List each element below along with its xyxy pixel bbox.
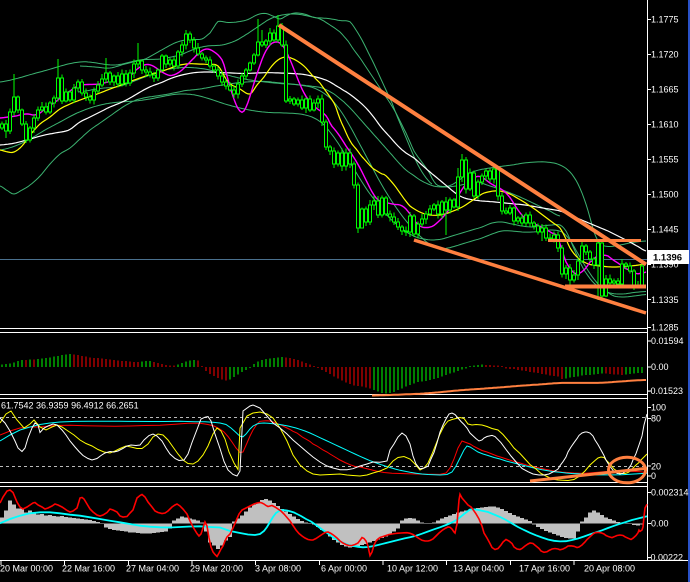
svg-text:-0.01523: -0.01523: [648, 386, 684, 396]
svg-text:20 Mar 00:00: 20 Mar 00:00: [0, 564, 53, 574]
svg-text:10 Apr 12:00: 10 Apr 12:00: [387, 564, 438, 574]
svg-text:0.00: 0.00: [651, 362, 669, 372]
svg-text:80: 80: [651, 414, 661, 424]
svg-text:61.7542 36.9359 96.4912 66.265: 61.7542 36.9359 96.4912 66.2651: [1, 401, 139, 411]
svg-text:1.1720: 1.1720: [651, 50, 679, 60]
svg-text:1.1335: 1.1335: [651, 295, 679, 305]
svg-text:0.002314: 0.002314: [651, 488, 689, 498]
svg-text:22 Mar 16:00: 22 Mar 16:00: [62, 564, 115, 574]
svg-text:-0.00222: -0.00222: [648, 553, 684, 563]
svg-text:20 Apr 08:00: 20 Apr 08:00: [584, 564, 635, 574]
svg-text:0.00: 0.00: [651, 519, 669, 529]
svg-text:100: 100: [651, 403, 666, 413]
svg-text:1.1775: 1.1775: [651, 15, 679, 25]
svg-text:0: 0: [651, 471, 656, 481]
svg-text:13 Apr 04:00: 13 Apr 04:00: [453, 564, 504, 574]
svg-text:1.1555: 1.1555: [651, 155, 679, 165]
svg-text:6 Apr 00:00: 6 Apr 00:00: [321, 564, 367, 574]
svg-text:3 Apr 08:00: 3 Apr 08:00: [255, 564, 301, 574]
svg-text:0.01594: 0.01594: [651, 336, 684, 346]
svg-text:1.1285: 1.1285: [651, 323, 679, 333]
svg-text:29 Mar 20:00: 29 Mar 20:00: [190, 564, 243, 574]
svg-text:1.1445: 1.1445: [651, 225, 679, 235]
svg-text:1.1610: 1.1610: [651, 120, 679, 130]
svg-text:17 Apr 16:00: 17 Apr 16:00: [519, 564, 570, 574]
svg-text:1.1390: 1.1390: [651, 260, 679, 270]
svg-text:1.1500: 1.1500: [651, 190, 679, 200]
svg-text:27 Mar 04:00: 27 Mar 04:00: [126, 564, 179, 574]
svg-text:1.1396: 1.1396: [653, 253, 682, 264]
svg-text:1.1665: 1.1665: [651, 85, 679, 95]
svg-text:20: 20: [651, 461, 661, 471]
